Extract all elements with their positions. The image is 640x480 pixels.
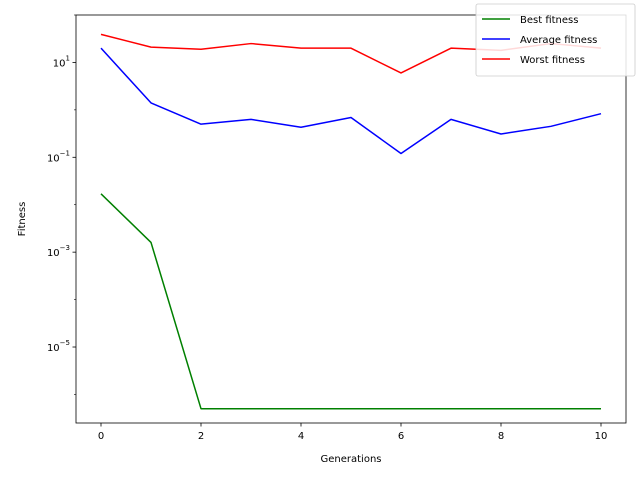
legend: Best fitness Average fitness Worst fitness [475, 3, 636, 77]
x-tick-label: 8 [498, 431, 504, 442]
plot-frame [75, 14, 627, 424]
x-tick-label: 4 [298, 431, 304, 442]
y-tick-base: 10 [53, 58, 66, 69]
y-tick-exponent: −1 [60, 149, 70, 157]
legend-label: Average fitness [520, 35, 597, 46]
x-tick-label: 10 [595, 431, 608, 442]
x-tick-label: 2 [198, 431, 204, 442]
y-tick-label: 10−1 [47, 149, 70, 164]
y-axis-title: Fitness [17, 202, 28, 237]
series-line-average-fitness [100, 47, 602, 155]
x-tick-label: 6 [398, 431, 404, 442]
x-axis-ticks: 0 2 4 6 8 10 [98, 423, 608, 442]
y-tick-label: 10−5 [47, 339, 70, 354]
legend-label: Best fitness [520, 15, 578, 26]
x-axis-title: Generations [321, 454, 382, 465]
y-tick-exponent: 1 [66, 54, 70, 62]
y-tick-label: 10−3 [47, 244, 70, 259]
y-tick-exponent: −3 [60, 244, 70, 252]
y-tick-base: 10 [47, 248, 60, 259]
y-tick-label: 101 [53, 54, 70, 69]
legend-label: Worst fitness [520, 55, 585, 66]
series-line-best-fitness [100, 193, 601, 410]
y-tick-base: 10 [47, 153, 60, 164]
legend-box [475, 3, 636, 77]
x-tick-label: 0 [98, 431, 104, 442]
y-tick-exponent: −5 [60, 339, 70, 347]
y-tick-base: 10 [47, 343, 60, 354]
